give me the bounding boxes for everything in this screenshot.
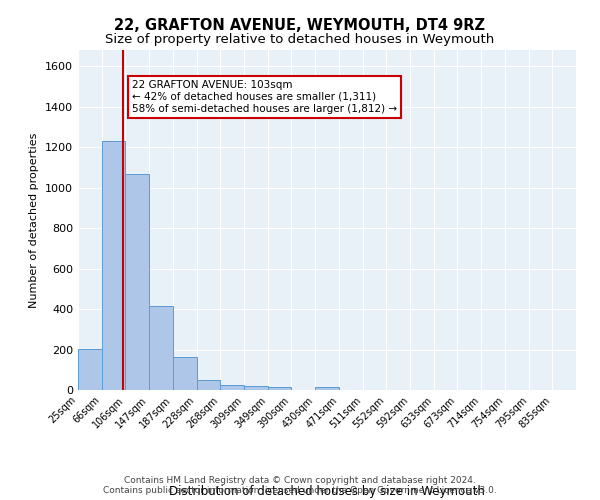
Text: 22 GRAFTON AVENUE: 103sqm
← 42% of detached houses are smaller (1,311)
58% of se: 22 GRAFTON AVENUE: 103sqm ← 42% of detac… [132,80,397,114]
Bar [125,174,149,390]
Bar [149,306,173,390]
X-axis label: Distribution of detached houses by size in Weymouth: Distribution of detached houses by size … [169,486,485,498]
Y-axis label: Number of detached properties: Number of detached properties [29,132,40,308]
Bar [78,348,102,390]
Text: Size of property relative to detached houses in Weymouth: Size of property relative to detached ho… [106,32,494,46]
Bar [220,384,244,390]
Bar [315,386,339,390]
Bar [268,387,292,390]
Text: Contains HM Land Registry data © Crown copyright and database right 2024.
Contai: Contains HM Land Registry data © Crown c… [103,476,497,495]
Bar [173,356,197,390]
Text: 22, GRAFTON AVENUE, WEYMOUTH, DT4 9RZ: 22, GRAFTON AVENUE, WEYMOUTH, DT4 9RZ [115,18,485,32]
Bar [197,380,220,390]
Bar [102,141,125,390]
Bar [244,386,268,390]
